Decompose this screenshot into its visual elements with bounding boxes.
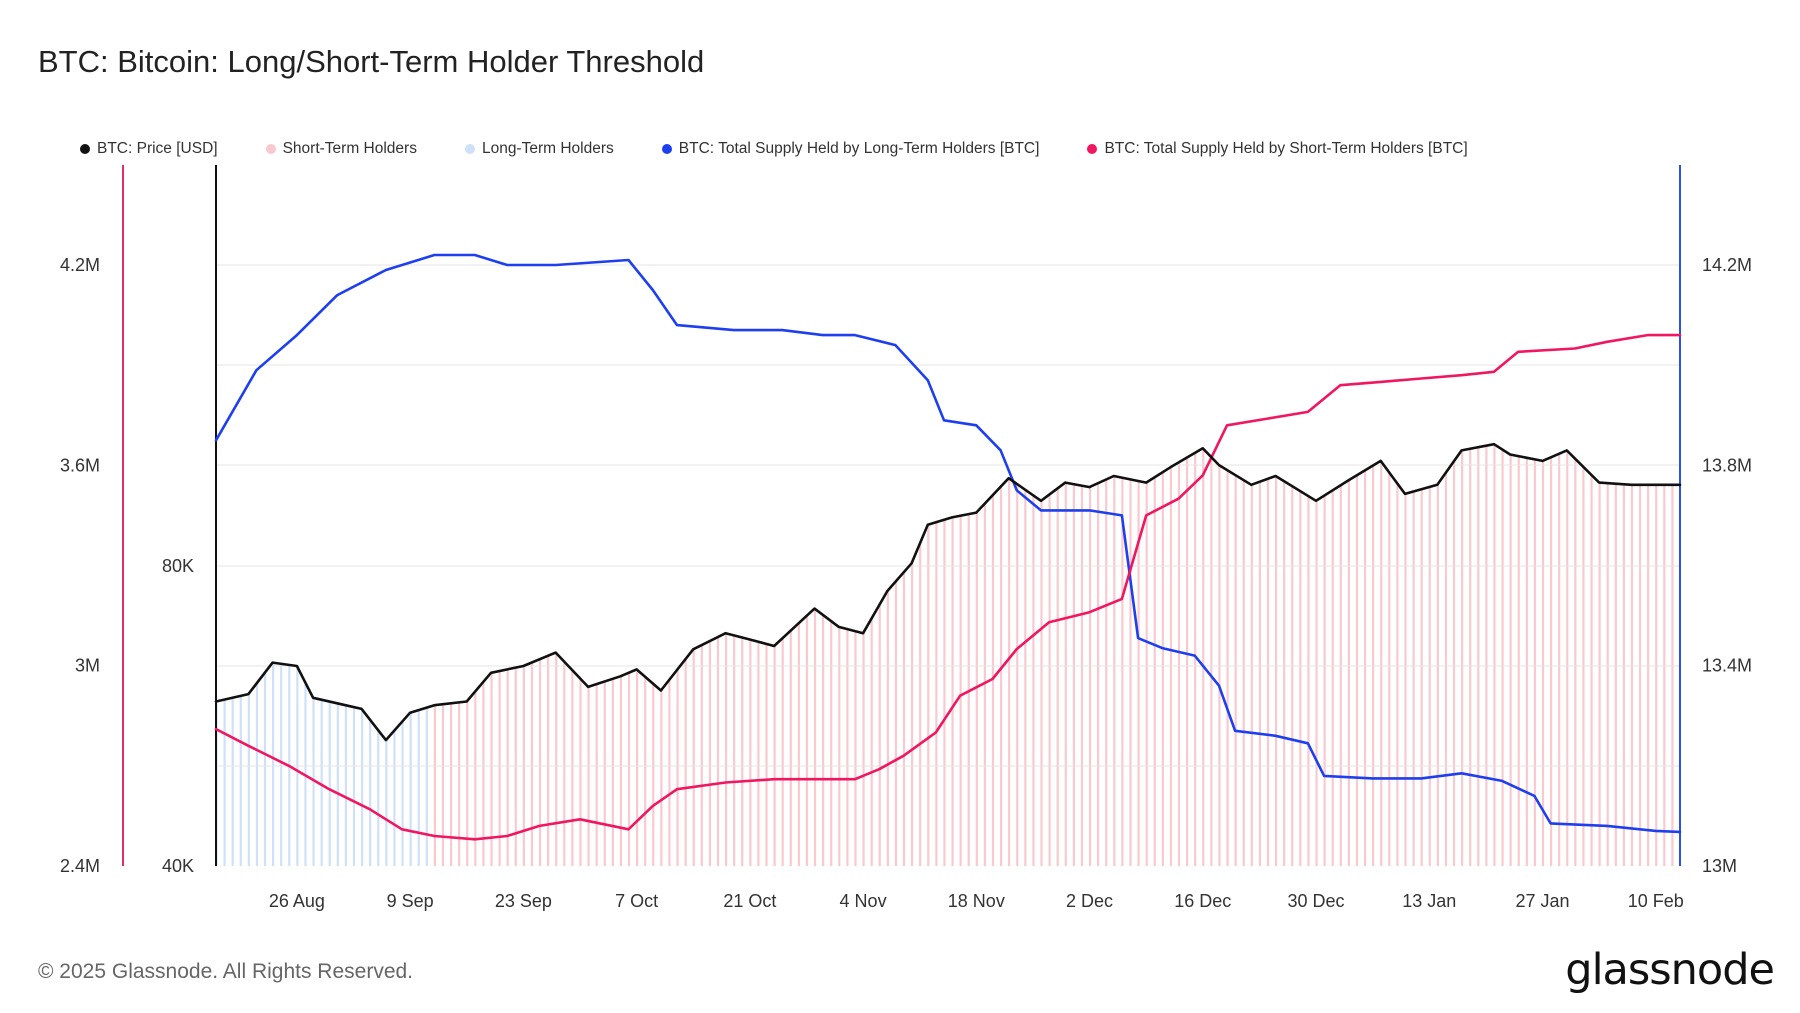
chart-legend: BTC: Price [USD] Short-Term Holders Long… <box>80 140 1516 158</box>
legend-label: Short-Term Holders <box>282 140 417 157</box>
legend-dot-icon <box>661 144 672 154</box>
axes <box>122 165 1681 866</box>
legend-dot-icon <box>265 144 276 154</box>
left-axis-tick-label: 3M <box>75 656 100 676</box>
left-axis-tick-label: 4.2M <box>60 255 100 275</box>
legend-label: BTC: Price [USD] <box>97 140 218 157</box>
x-axis-tick-label: 18 Nov <box>948 891 1005 911</box>
x-axis-tick-label: 2 Dec <box>1066 891 1113 911</box>
tick-labels: 4.2M 3.6M 3M 2.4M 14.2M 13.8M 13.4M 13M 80K 40K 26… <box>60 255 1752 911</box>
series-line-btc-total-supply-held-by-short-term-holders-btc <box>214 333 1682 841</box>
legend-item-long-term-holders[interactable]: Long-Term Holders <box>464 140 614 158</box>
x-axis-tick-label: 7 Oct <box>615 891 658 911</box>
legend-label: BTC: Total Supply Held by Long-Term Hold… <box>678 140 1040 157</box>
x-axis-tick-label: 27 Jan <box>1515 891 1569 911</box>
region-short-term-holders <box>433 444 1674 866</box>
legend-label: Long-Term Holders <box>481 140 614 157</box>
legend-item-lth-supply[interactable]: BTC: Total Supply Held by Long-Term Hold… <box>661 140 1040 158</box>
x-axis-tick-label: 23 Sep <box>495 891 552 911</box>
legend-dot-icon <box>80 144 90 154</box>
x-axis-tick-label: 16 Dec <box>1174 891 1231 911</box>
right-axis-tick-label: 13.8M <box>1702 455 1752 475</box>
x-axis-tick-label: 10 Feb <box>1628 891 1684 911</box>
legend-item-short-term-holders[interactable]: Short-Term Holders <box>265 140 417 158</box>
x-axis-tick-label: 13 Jan <box>1402 891 1456 911</box>
copyright-notice: © 2025 Glassnode. All Rights Reserved. <box>38 960 414 983</box>
legend-dot-icon <box>464 144 475 154</box>
x-axis-tick-label: 21 Oct <box>723 891 776 911</box>
grid-lines <box>216 264 1680 767</box>
legend-item-sth-supply[interactable]: BTC: Total Supply Held by Short-Term Hol… <box>1087 140 1468 158</box>
chart-title: BTC: Bitcoin: Long/Short-Term Holder Thr… <box>38 44 705 79</box>
glassnode-logo: glassnode <box>1565 945 1775 995</box>
left-axis-tick-label: 3.6M <box>60 455 100 475</box>
legend-label: BTC: Total Supply Held by Short-Term Hol… <box>1104 140 1468 157</box>
right-axis-tick-label: 13.4M <box>1702 656 1752 676</box>
x-axis-tick-label: 9 Sep <box>387 891 434 911</box>
price-axis-tick-label: 40K <box>162 856 194 876</box>
series-lines <box>214 253 1682 841</box>
holder-regions <box>215 444 1674 866</box>
x-axis-tick-label: 30 Dec <box>1287 891 1344 911</box>
x-axis-tick-label: 26 Aug <box>269 891 325 911</box>
legend-item-price[interactable]: BTC: Price [USD] <box>80 140 218 158</box>
price-axis-tick-label: 80K <box>162 556 194 576</box>
series-line-btc-price-usd <box>214 442 1682 742</box>
x-axis-tick-label: 4 Nov <box>840 891 887 911</box>
right-axis-tick-label: 13M <box>1702 856 1737 876</box>
series-line-btc-total-supply-held-by-long-term-holders-btc <box>214 253 1682 834</box>
right-axis-tick-label: 14.2M <box>1702 255 1752 275</box>
legend-dot-icon <box>1087 144 1098 154</box>
left-axis-tick-label: 2.4M <box>60 856 100 876</box>
